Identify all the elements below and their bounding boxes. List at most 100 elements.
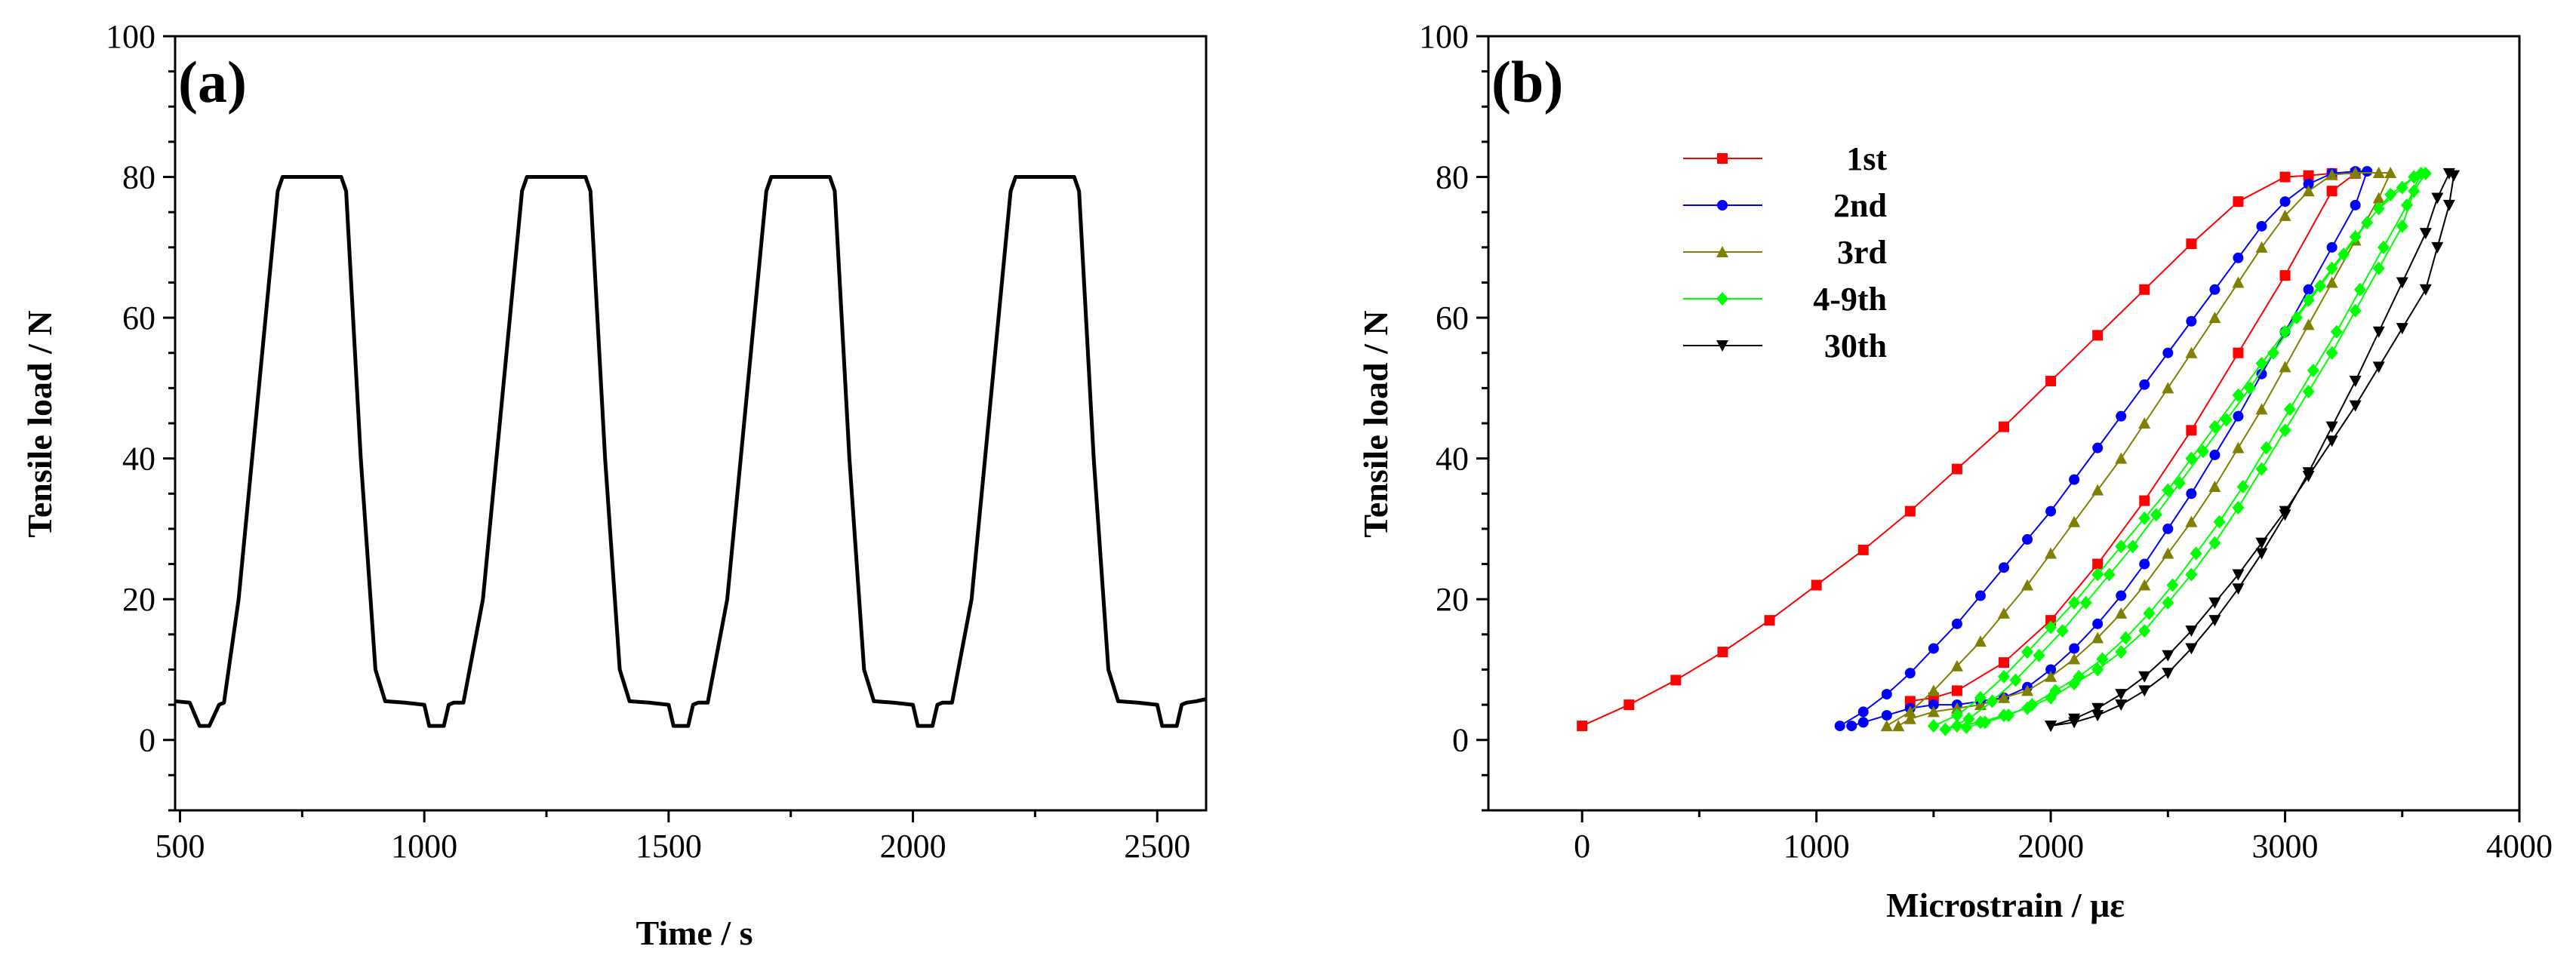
data-point-4-9th: [2126, 539, 2139, 554]
data-point-2nd: [2022, 533, 2033, 545]
data-point-1st: [1811, 579, 1822, 591]
data-point-1st: [2186, 425, 2197, 436]
legend-marker-3rd: [1716, 246, 1728, 257]
data-point-3rd: [1904, 705, 1916, 718]
data-point-2nd: [2350, 199, 2361, 211]
data-point-30th: [2162, 668, 2174, 680]
x-tick-label: 2000: [880, 828, 946, 865]
data-point-4-9th: [2049, 684, 2062, 698]
legend-label-3rd: 3rd: [1837, 234, 1887, 271]
data-point-2nd: [2256, 220, 2267, 232]
data-point-3rd: [2045, 670, 2057, 682]
data-point-3rd: [2138, 579, 2151, 591]
data-point-3rd: [2115, 607, 2128, 619]
data-point-4-9th: [2307, 364, 2319, 378]
data-point-2nd: [2362, 166, 2373, 177]
data-point-3rd: [2325, 276, 2338, 288]
data-point-3rd: [2208, 480, 2221, 492]
data-point-4-9th: [2372, 261, 2385, 275]
data-point-4-9th: [2330, 324, 2343, 339]
y-tick-label: 80: [122, 159, 155, 196]
data-point-30th: [2396, 323, 2408, 335]
series-line-load: [174, 175, 1207, 728]
data-point-4-9th: [2208, 419, 2221, 434]
data-point-3rd: [2021, 579, 2034, 591]
data-point-4-9th: [2079, 595, 2092, 610]
x-tick-label: 4000: [2486, 828, 2553, 865]
panel-b-legend: 1st 2nd 3rd 4-9th 30th: [1683, 140, 1887, 364]
data-point-4-9th: [2220, 413, 2233, 427]
data-point-4-9th: [2255, 356, 2268, 370]
data-point-4-9th: [2337, 247, 2350, 262]
legend-label-4-9th: 4-9th: [1813, 281, 1887, 318]
y-tick-label: 100: [106, 18, 155, 55]
data-point-4-9th: [2002, 708, 2015, 723]
data-point-30th: [2115, 699, 2128, 711]
data-point-4-9th: [2255, 462, 2268, 476]
panel-b-ticks: 0 1000 2000 3000 4000 0 20 40 60 80 100: [1419, 18, 2553, 865]
data-point-3rd: [1998, 691, 2010, 703]
data-point-4-9th: [2349, 229, 2362, 244]
data-point-4-9th: [2103, 567, 2116, 582]
data-point-4-9th: [1927, 719, 1940, 733]
data-point-1st: [2233, 347, 2244, 358]
data-point-4-9th: [2091, 567, 2104, 582]
data-point-3rd: [2372, 166, 2385, 178]
data-point-30th: [2208, 615, 2221, 627]
data-point-1st: [1764, 615, 1775, 626]
data-point-3rd: [1904, 712, 1916, 724]
data-point-4-9th: [2400, 198, 2413, 212]
data-point-30th: [2255, 537, 2268, 549]
data-point-30th: [2138, 685, 2151, 697]
data-point-4-9th: [2232, 500, 2245, 515]
legend-label-1st: 1st: [1846, 140, 1887, 177]
y-tick-label: 40: [122, 441, 155, 478]
data-point-30th: [2349, 376, 2362, 388]
x-tick-label: 500: [155, 828, 205, 865]
data-point-2nd: [2186, 488, 2197, 499]
data-point-4-9th: [2162, 595, 2174, 610]
data-point-4-9th: [2377, 240, 2390, 254]
y-tick-label: 0: [1452, 722, 1469, 759]
data-point-1st: [2186, 238, 2197, 250]
data-point-3rd: [2021, 684, 2034, 696]
data-point-3rd: [2255, 403, 2268, 415]
data-point-3rd: [2232, 441, 2245, 453]
data-point-3rd: [2302, 185, 2315, 197]
data-point-4-9th: [2302, 385, 2315, 399]
data-point-3rd: [2372, 192, 2385, 204]
data-point-2nd: [2116, 410, 2127, 422]
data-point-3rd: [2068, 515, 2081, 527]
data-point-4-9th: [2283, 402, 2296, 416]
data-point-3rd: [2068, 653, 2081, 665]
data-point-4-9th: [2138, 624, 2151, 638]
data-point-2nd: [2139, 379, 2150, 390]
data-point-4-9th: [2166, 578, 2179, 592]
legend-marker-1st: [1717, 153, 1728, 164]
data-point-4-9th: [2361, 216, 2374, 230]
data-point-1st: [1904, 506, 1916, 517]
data-point-3rd: [1950, 659, 1963, 672]
data-point-3rd: [2302, 318, 2315, 330]
panel-a-ticks: 500 1000 1500 2000 2500 0 20 40 60 80 100: [106, 18, 1190, 865]
data-point-30th: [2442, 199, 2455, 211]
data-point-2nd: [2092, 618, 2104, 629]
data-point-30th: [2442, 167, 2455, 180]
data-point-4-9th: [2325, 346, 2338, 360]
data-point-4-9th: [2026, 698, 2039, 712]
y-tick-label: 80: [1436, 159, 1469, 196]
data-point-1st: [2326, 186, 2337, 197]
data-point-1st: [2303, 170, 2314, 181]
data-point-3rd: [2045, 547, 2057, 559]
x-tick-label: 1000: [1784, 828, 1850, 865]
data-point-30th: [2162, 650, 2174, 662]
data-point-1st: [1857, 544, 1869, 555]
data-point-3rd: [2349, 166, 2362, 178]
legend-marker-30th: [1716, 340, 1728, 352]
data-point-30th: [2091, 710, 2104, 722]
data-point-30th: [2325, 421, 2338, 433]
panel-b-data: [1577, 166, 2461, 736]
data-point-4-9th: [1974, 690, 1987, 705]
data-point-1st: [1717, 647, 1728, 658]
data-point-4-9th: [2056, 624, 2069, 638]
